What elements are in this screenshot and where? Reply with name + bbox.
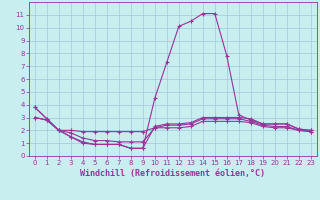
X-axis label: Windchill (Refroidissement éolien,°C): Windchill (Refroidissement éolien,°C) xyxy=(80,169,265,178)
